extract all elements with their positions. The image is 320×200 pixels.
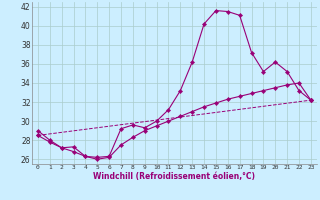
X-axis label: Windchill (Refroidissement éolien,°C): Windchill (Refroidissement éolien,°C) [93, 172, 255, 181]
